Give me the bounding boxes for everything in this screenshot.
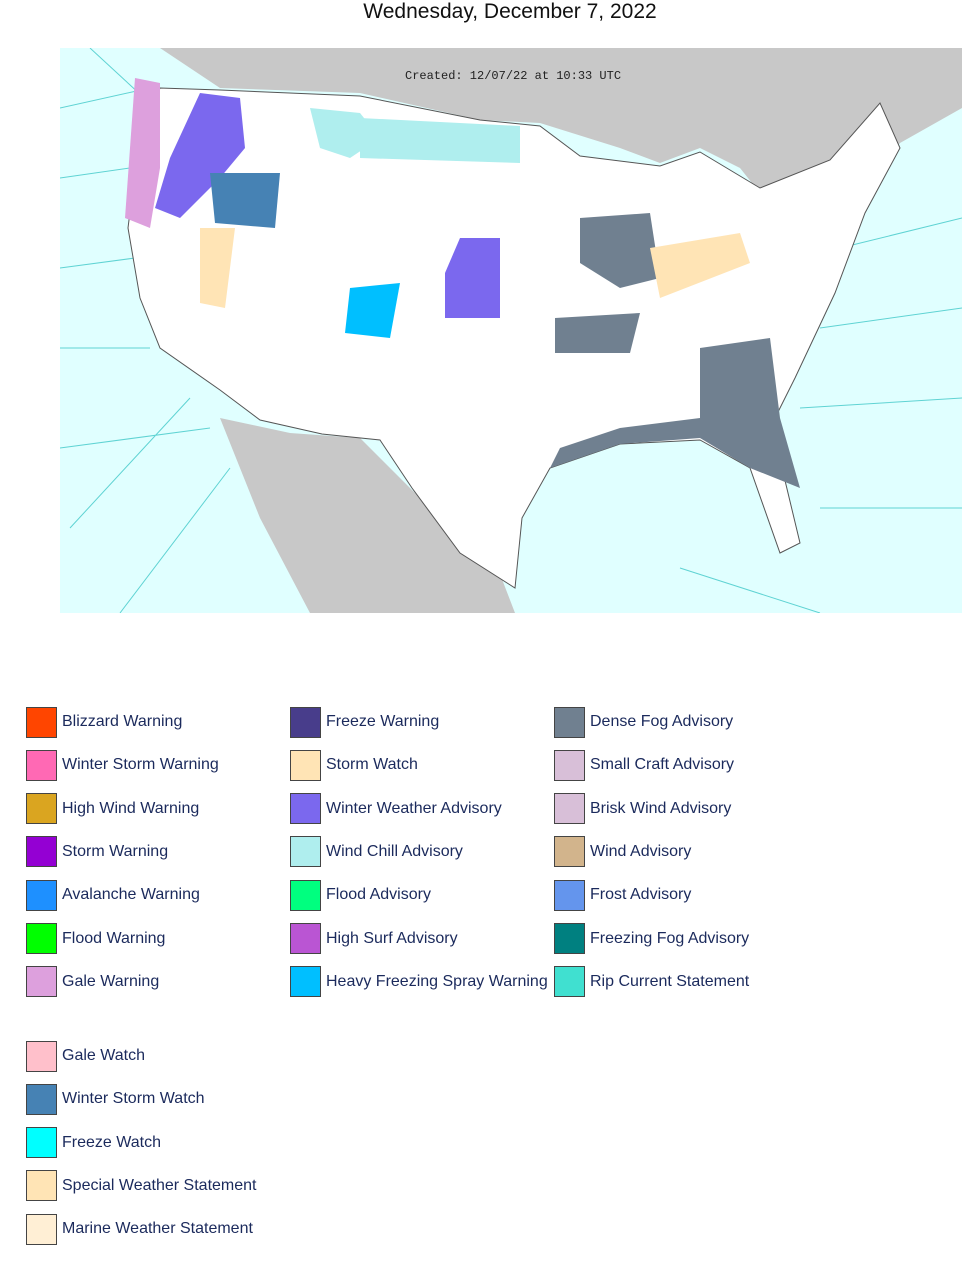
legend-label: Special Weather Statement bbox=[62, 1176, 257, 1194]
legend-label: Wind Advisory bbox=[590, 842, 692, 860]
legend-label: Marine Weather Statement bbox=[62, 1220, 253, 1238]
zone-lines bbox=[60, 48, 962, 613]
legend-item: Freeze Warning bbox=[290, 705, 439, 739]
legend-swatch bbox=[26, 1040, 57, 1072]
legend-item: Frost Advisory bbox=[554, 878, 691, 912]
legend-label: Brisk Wind Advisory bbox=[590, 799, 732, 817]
legend-item: Storm Watch bbox=[290, 748, 418, 782]
legend-label: Gale Warning bbox=[62, 972, 160, 990]
legend-item: High Wind Warning bbox=[26, 792, 199, 826]
legend-item: Brisk Wind Advisory bbox=[554, 792, 731, 826]
legend-item: Marine Weather Statement bbox=[26, 1212, 253, 1246]
legend-swatch bbox=[554, 966, 585, 998]
legend-swatch bbox=[554, 793, 585, 825]
legend-label: Freeze Warning bbox=[326, 713, 440, 730]
winter-weather-area bbox=[155, 93, 245, 218]
legend-swatch bbox=[554, 879, 585, 911]
legend-item: Avalanche Warning bbox=[26, 878, 200, 912]
gale-warning-area bbox=[125, 78, 160, 228]
dense-fog-area bbox=[580, 213, 660, 288]
legend-swatch bbox=[26, 1213, 57, 1245]
legend-swatch bbox=[290, 836, 321, 868]
legend-item: Winter Storm Watch bbox=[26, 1082, 205, 1116]
legend-item: Winter Weather Advisory bbox=[290, 792, 502, 826]
legend-item: Flood Advisory bbox=[290, 878, 431, 912]
legend-swatch bbox=[290, 793, 321, 825]
legend-item: Storm Warning bbox=[26, 835, 168, 869]
avalanche-area bbox=[345, 283, 400, 338]
legend-swatch bbox=[26, 1170, 57, 1202]
legend-swatch bbox=[290, 923, 321, 954]
legend-swatch bbox=[26, 1127, 57, 1159]
dense-fog-area bbox=[555, 313, 640, 353]
legend-swatch bbox=[290, 879, 321, 911]
legend-label: Winter Weather Advisory bbox=[326, 799, 502, 817]
legend-label: Freezing Fog Advisory bbox=[590, 929, 750, 947]
map-title: Wednesday, December 7, 2022 bbox=[363, 0, 657, 23]
legend-label: Storm Warning bbox=[62, 842, 169, 860]
dense-fog-area bbox=[550, 338, 800, 488]
legend-item: Dense Fog Advisory bbox=[554, 705, 733, 739]
special-statement-area bbox=[200, 228, 235, 308]
legend-label: Frost Advisory bbox=[590, 886, 692, 904]
legend-label: Avalanche Warning bbox=[62, 886, 200, 904]
legend-item: High Surf Advisory bbox=[290, 922, 458, 956]
special-statement-area bbox=[650, 233, 750, 298]
legend-label: Winter Storm Watch bbox=[62, 1090, 205, 1108]
legend-swatch bbox=[26, 706, 57, 738]
marine-zones bbox=[60, 48, 962, 613]
legend-item: Special Weather Statement bbox=[26, 1169, 256, 1203]
legend-item: Wind Chill Advisory bbox=[290, 835, 463, 869]
legend-swatch bbox=[554, 706, 585, 738]
legend-item: Rip Current Statement bbox=[554, 965, 749, 999]
legend-label: Heavy Freezing Spray Warning bbox=[326, 972, 548, 990]
legend-label: Storm Watch bbox=[326, 756, 418, 774]
canada bbox=[160, 48, 962, 218]
legend-item: Heavy Freezing Spray Warning bbox=[290, 965, 548, 999]
legend-label: Rip Current Statement bbox=[590, 972, 750, 990]
legend-item: Blizzard Warning bbox=[26, 705, 182, 739]
legend-swatch bbox=[26, 836, 57, 868]
wind-chill-area bbox=[360, 118, 520, 163]
legend-label: Blizzard Warning bbox=[62, 713, 183, 730]
legend-label: Flood Warning bbox=[62, 929, 166, 947]
legend-swatch bbox=[554, 923, 585, 954]
legend-item: Wind Advisory bbox=[554, 835, 691, 869]
legend-swatch bbox=[290, 749, 321, 781]
legend-label: Dense Fog Advisory bbox=[590, 713, 734, 730]
legend-item: Winter Storm Warning bbox=[26, 748, 219, 782]
legend-item: Freezing Fog Advisory bbox=[554, 922, 749, 956]
created-stamp: Created: 12/07/22 at 10:33 UTC bbox=[405, 69, 621, 83]
mexico bbox=[220, 418, 515, 613]
legend-swatch bbox=[26, 1083, 57, 1115]
legend-swatch bbox=[290, 966, 321, 998]
legend-swatch bbox=[554, 836, 585, 868]
legend-label: Wind Chill Advisory bbox=[326, 842, 463, 860]
legend-item: Gale Watch bbox=[26, 1039, 145, 1073]
warning-map: Created: 12/07/22 at 10:33 UTC bbox=[60, 48, 962, 613]
winter-storm-watch-area bbox=[210, 173, 280, 228]
legend-item: Freeze Watch bbox=[26, 1126, 161, 1160]
legend-label: Flood Advisory bbox=[326, 886, 431, 904]
legend-swatch bbox=[290, 706, 321, 738]
legend-swatch bbox=[26, 966, 57, 998]
winter-weather-area bbox=[445, 238, 500, 318]
legend-item: Small Craft Advisory bbox=[554, 748, 734, 782]
legend-label: Freeze Watch bbox=[62, 1133, 161, 1151]
legend-swatch bbox=[26, 793, 57, 825]
legend-label: Winter Storm Warning bbox=[62, 756, 219, 774]
legend-label: Small Craft Advisory bbox=[590, 756, 735, 774]
legend-item: Flood Warning bbox=[26, 922, 165, 956]
legend-label: Gale Watch bbox=[62, 1047, 145, 1064]
legend-swatch bbox=[26, 749, 57, 781]
legend-label: High Wind Warning bbox=[62, 799, 200, 817]
legend-swatch bbox=[554, 749, 585, 781]
legend-swatch bbox=[26, 923, 57, 954]
legend-label: High Surf Advisory bbox=[326, 929, 458, 947]
united-states bbox=[127, 87, 901, 589]
legend-swatch bbox=[26, 879, 57, 911]
legend-item: Gale Warning bbox=[26, 965, 159, 999]
